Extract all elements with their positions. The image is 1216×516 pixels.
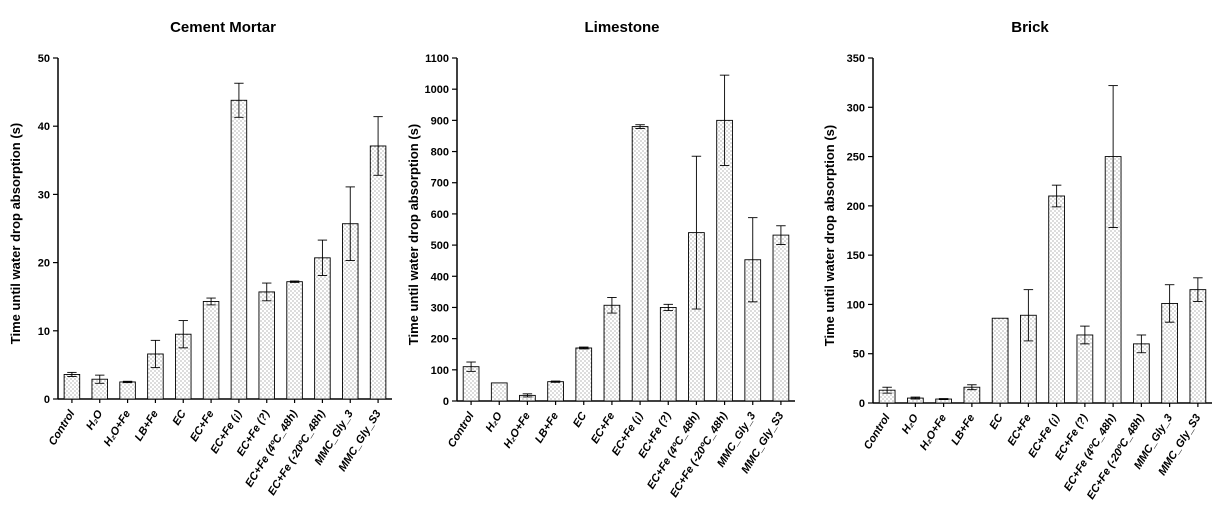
y-tick-label: 200 bbox=[847, 201, 865, 213]
x-tick-label: LB+Fe bbox=[949, 412, 977, 447]
bar bbox=[547, 381, 564, 402]
x-tick-label: EC+Fe bbox=[188, 408, 216, 444]
bar bbox=[119, 381, 136, 400]
y-tick-label: 100 bbox=[431, 365, 449, 377]
y-tick-label: 0 bbox=[859, 398, 865, 410]
bar bbox=[230, 99, 248, 400]
chart-title: Brick bbox=[1011, 19, 1049, 36]
y-tick-label: 50 bbox=[38, 53, 50, 65]
x-tick-label: EC bbox=[987, 411, 1006, 431]
x-tick-label: H₂O bbox=[484, 410, 505, 434]
x-tick-label: H₂O bbox=[900, 412, 921, 436]
x-tick-label: LB+Fe bbox=[133, 408, 161, 443]
y-tick-label: 250 bbox=[847, 152, 865, 164]
x-tick-label: EC+Fe bbox=[1005, 412, 1033, 448]
y-tick-label: 300 bbox=[431, 302, 449, 314]
y-tick-label: 30 bbox=[38, 189, 50, 201]
x-tick-label: EC bbox=[171, 407, 190, 427]
bar bbox=[202, 301, 220, 400]
bar bbox=[286, 281, 303, 400]
y-tick-label: 350 bbox=[847, 53, 865, 65]
bar bbox=[1189, 289, 1207, 404]
bar bbox=[772, 234, 790, 402]
bar bbox=[659, 307, 677, 402]
x-tick-label: Control bbox=[47, 407, 78, 447]
bar bbox=[575, 347, 593, 402]
bar bbox=[258, 291, 275, 400]
y-tick-label: 700 bbox=[431, 178, 449, 190]
y-tick-label: 50 bbox=[853, 349, 865, 361]
y-tick-label: 1000 bbox=[425, 84, 449, 96]
y-tick-label: 0 bbox=[44, 394, 50, 406]
x-tick-label: EC+Fe bbox=[589, 410, 617, 446]
chart-title: Limestone bbox=[584, 19, 659, 36]
y-tick-label: 100 bbox=[847, 299, 865, 311]
x-tick-label: LB+Fe bbox=[533, 410, 561, 445]
bar bbox=[631, 126, 649, 402]
y-tick-label: 10 bbox=[38, 326, 50, 338]
bar bbox=[63, 373, 81, 400]
x-tick-label: Control bbox=[446, 409, 477, 449]
y-tick-label: 300 bbox=[847, 102, 865, 114]
x-tick-label: EC bbox=[571, 409, 590, 429]
x-tick-label: EC+Fe (4ºC_48h) bbox=[1062, 412, 1119, 493]
bar bbox=[991, 317, 1009, 404]
y-tick-label: 900 bbox=[431, 115, 449, 127]
bar bbox=[314, 257, 331, 400]
y-axis-label: Time until water drop absorption (s) bbox=[8, 123, 23, 345]
x-tick-label: Control bbox=[862, 411, 893, 451]
y-tick-label: 20 bbox=[38, 258, 50, 270]
y-tick-label: 40 bbox=[38, 121, 50, 133]
bar bbox=[1048, 195, 1065, 404]
chart-2: Limestone Time until water drop absorptio… bbox=[406, 19, 795, 500]
x-tick-label: H₂O bbox=[84, 408, 105, 432]
y-tick-label: 600 bbox=[431, 209, 449, 221]
y-tick-label: 1100 bbox=[425, 53, 449, 65]
y-axis-label: Time until water drop absorption (s) bbox=[822, 125, 837, 347]
y-tick-label: 150 bbox=[847, 250, 865, 262]
bar bbox=[603, 304, 621, 402]
y-tick-label: 500 bbox=[431, 240, 449, 252]
y-tick-label: 0 bbox=[443, 396, 449, 408]
chart-title: Cement Mortar bbox=[170, 19, 276, 36]
y-tick-label: 200 bbox=[431, 334, 449, 346]
chart-1: Cement Mortar Time until water drop absor… bbox=[8, 19, 392, 498]
x-tick-label: H₂O+Fe bbox=[102, 408, 133, 448]
bar bbox=[1076, 334, 1094, 404]
x-tick-label: H₂O+Fe bbox=[918, 412, 949, 452]
y-tick-label: 800 bbox=[431, 147, 449, 159]
bar bbox=[490, 382, 508, 402]
bar bbox=[462, 366, 480, 402]
x-tick-label: H₂O+Fe bbox=[502, 410, 533, 450]
bar bbox=[369, 145, 387, 400]
chart-3: Brick Time until water drop absorption (s… bbox=[822, 19, 1212, 502]
y-tick-label: 400 bbox=[431, 271, 449, 283]
y-axis-label: Time until water drop absorption (s) bbox=[406, 124, 421, 346]
